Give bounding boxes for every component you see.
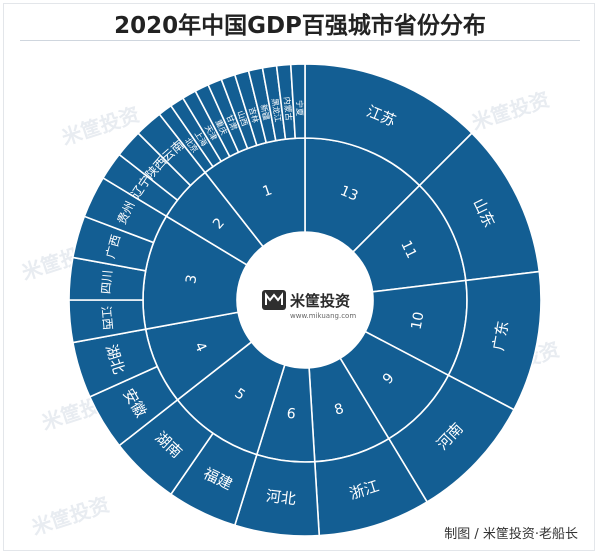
outer-segment [289,63,306,140]
outer-segment-label: 广东 [489,319,512,352]
center-logo: 米筐投资 www.mikuang.com [262,290,356,320]
outer-segment-label: 吉林 [247,106,261,124]
outer-segment-label: 河北 [265,487,297,508]
logo-brand-text: 米筐投资 [290,292,350,310]
logo-mark-icon [262,290,286,310]
chart-title: 2020年中国GDP百强城市省份分布 [114,13,486,39]
outer-segment-label: 四川 [99,269,115,294]
inner-segment-label: 3 [183,273,200,285]
inner-segment-label: 10 [409,311,428,331]
outer-segment-label: 新疆 [259,103,272,121]
outer-ring: 江苏山东广东河南浙江河北福建湖南安徽湖北江西四川广西贵州辽宁陕西云南北京上海天津… [68,63,542,537]
outer-segment-label: 内蒙古 [282,96,294,121]
logo-m-icon [265,292,283,305]
outer-segment-label: 广西 [103,233,123,260]
inner-segment-label: 13 [338,183,361,205]
inner-segment-label: 11 [397,238,419,261]
footer-credit: 制图 / 米筐投资·老船长 [444,527,578,542]
inner-segment-label: 6 [286,406,297,423]
outer-segment-label: 黑龙江 [270,97,283,122]
outer-segment-label: 江西 [99,305,115,330]
outer-segment-label: 宁夏 [294,100,304,116]
logo-url-text: www.mikuang.com [290,312,356,320]
title-divider [20,40,580,41]
